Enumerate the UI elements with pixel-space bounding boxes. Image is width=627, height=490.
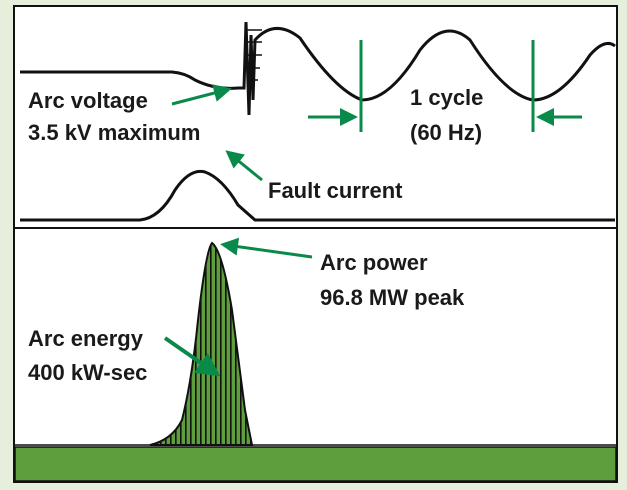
- label: Arc energy: [28, 326, 144, 351]
- label: 1 cycle: [410, 85, 483, 110]
- power-pulse: [149, 241, 254, 446]
- arrow: [163, 336, 221, 377]
- current-curve: [20, 169, 615, 222]
- label: 3.5 kV maximum: [28, 120, 200, 145]
- label: 400 kW-sec: [28, 360, 147, 385]
- panel: [13, 5, 618, 483]
- ringing: [247, 29, 262, 81]
- label: Arc power: [320, 250, 428, 275]
- arrow: [171, 84, 232, 106]
- arrow: [225, 150, 263, 182]
- label: 96.8 MW peak: [320, 285, 465, 310]
- label: Fault current: [268, 178, 403, 203]
- label: Arc voltage: [28, 88, 148, 113]
- ground-bar: [14, 446, 617, 482]
- label: (60 Hz): [410, 120, 482, 145]
- arrow: [220, 237, 313, 259]
